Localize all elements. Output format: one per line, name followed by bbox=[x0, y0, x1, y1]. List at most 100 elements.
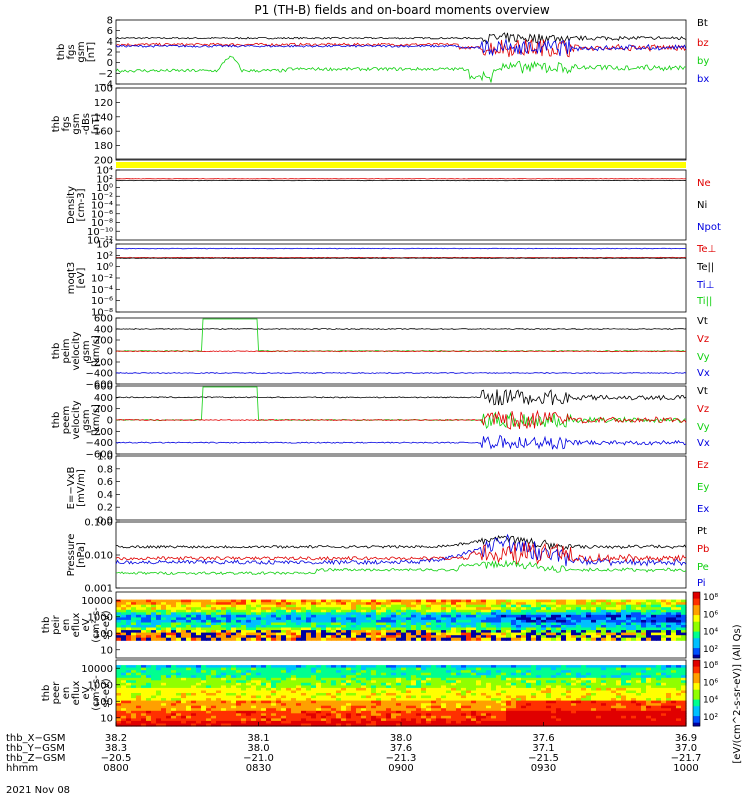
spectrogram-cell bbox=[631, 685, 637, 689]
spectrogram-cell bbox=[276, 705, 282, 709]
spectrogram-cell bbox=[571, 602, 577, 606]
spectrogram-cell bbox=[291, 703, 297, 707]
spectrogram-cell bbox=[366, 602, 372, 606]
spectrogram-cell bbox=[126, 635, 132, 639]
spectrogram-cell bbox=[161, 690, 167, 694]
spectrogram-cell bbox=[486, 680, 492, 684]
spectrogram-cell bbox=[181, 703, 187, 707]
spectrogram-cell bbox=[251, 630, 257, 634]
spectrogram-cell bbox=[396, 675, 402, 679]
spectrogram-cell bbox=[586, 667, 592, 671]
spectrogram-cell bbox=[351, 670, 357, 674]
y-tick-label: −400 bbox=[86, 369, 113, 380]
y-axis-label-line: Density bbox=[66, 186, 77, 224]
spectrogram-cell bbox=[346, 632, 352, 636]
spectrogram-cell bbox=[631, 695, 637, 699]
spectrogram-cell bbox=[361, 708, 367, 712]
spectrogram-cell bbox=[571, 677, 577, 681]
spectrogram-cell bbox=[341, 630, 347, 634]
spectrogram-cell bbox=[221, 625, 227, 629]
spectrogram-cell bbox=[281, 612, 287, 616]
x-row-value: 37.6 bbox=[532, 733, 554, 744]
spectrogram-cell bbox=[656, 695, 662, 699]
spectrogram-cell bbox=[651, 627, 657, 631]
spectrogram-cell bbox=[641, 685, 647, 689]
spectrogram-cell bbox=[366, 637, 372, 641]
spectrogram-cell bbox=[556, 700, 562, 704]
spectrogram-cell bbox=[576, 723, 582, 727]
spectrogram-cell bbox=[261, 703, 267, 707]
spectrogram-cell bbox=[551, 695, 557, 699]
spectrogram-cell bbox=[221, 710, 227, 714]
spectrogram-cell bbox=[341, 723, 347, 727]
spectrogram-cell bbox=[526, 604, 532, 608]
spectrogram-cell bbox=[286, 682, 292, 686]
spectrogram-cell bbox=[181, 677, 187, 681]
spectrogram-cell bbox=[516, 687, 522, 691]
spectrogram-cell bbox=[676, 622, 682, 626]
spectrogram-cell bbox=[651, 685, 657, 689]
spectrogram-cell bbox=[376, 637, 382, 641]
spectrogram-cell bbox=[606, 670, 612, 674]
spectrogram-cell bbox=[431, 617, 437, 621]
spectrogram-cell bbox=[441, 617, 447, 621]
spectrogram-cell bbox=[516, 627, 522, 631]
spectrogram-cell bbox=[116, 635, 122, 639]
spectrogram-cell bbox=[551, 602, 557, 606]
spectrogram-cell bbox=[376, 682, 382, 686]
spectrogram-cell bbox=[181, 637, 187, 641]
spectrogram-cell bbox=[286, 680, 292, 684]
spectrogram-cell bbox=[161, 687, 167, 691]
spectrogram-cell bbox=[501, 700, 507, 704]
spectrogram-cell bbox=[571, 617, 577, 621]
spectrogram-cell bbox=[186, 705, 192, 709]
spectrogram-cell bbox=[161, 602, 167, 606]
spectrogram-cell bbox=[506, 630, 512, 634]
spectrogram-cell bbox=[596, 723, 602, 727]
spectrogram-cell bbox=[681, 632, 687, 636]
spectrogram-cell bbox=[586, 602, 592, 606]
spectrogram-cell bbox=[656, 705, 662, 709]
spectrogram-cell bbox=[516, 632, 522, 636]
spectrogram-cell bbox=[251, 637, 257, 641]
spectrogram-cell bbox=[601, 627, 607, 631]
spectrogram-cell bbox=[336, 703, 342, 707]
spectrogram-cell bbox=[271, 670, 277, 674]
spectrogram-cell bbox=[591, 713, 597, 717]
spectrogram-cell bbox=[471, 708, 477, 712]
spectrogram-cell bbox=[246, 635, 252, 639]
spectrogram-cell bbox=[546, 630, 552, 634]
spectrogram-cell bbox=[661, 698, 667, 702]
spectrogram-cell bbox=[471, 685, 477, 689]
spectrogram-cell bbox=[581, 708, 587, 712]
spectrogram-cell bbox=[641, 637, 647, 641]
spectrogram-cell bbox=[401, 720, 407, 724]
spectrogram-cell bbox=[651, 670, 657, 674]
spectrogram-cell bbox=[671, 682, 677, 686]
spectrogram-cell bbox=[496, 698, 502, 702]
spectrogram-cell bbox=[481, 609, 487, 613]
spectrogram-cell bbox=[311, 718, 317, 722]
spectrogram-cell bbox=[161, 609, 167, 613]
spectrogram-cell bbox=[556, 680, 562, 684]
spectrogram-cell bbox=[286, 715, 292, 719]
spectrogram-cell bbox=[466, 632, 472, 636]
spectrogram-cell bbox=[306, 667, 312, 671]
spectrogram-cell bbox=[566, 682, 572, 686]
spectrogram-cell bbox=[566, 698, 572, 702]
spectrogram-cell bbox=[211, 672, 217, 676]
spectrogram-cell bbox=[186, 718, 192, 722]
spectrogram-cell bbox=[566, 710, 572, 714]
spectrogram-cell bbox=[456, 677, 462, 681]
spectrogram-cell bbox=[181, 718, 187, 722]
spectrogram-cell bbox=[231, 720, 237, 724]
spectrogram-cell bbox=[121, 690, 127, 694]
spectrogram-cell bbox=[201, 672, 207, 676]
colorbar-step bbox=[693, 618, 700, 623]
spectrogram-cell bbox=[286, 685, 292, 689]
spectrogram-cell bbox=[336, 720, 342, 724]
spectrogram-cell bbox=[556, 703, 562, 707]
spectrogram-cell bbox=[491, 698, 497, 702]
spectrogram-cell bbox=[306, 680, 312, 684]
spectrogram-cell bbox=[226, 703, 232, 707]
